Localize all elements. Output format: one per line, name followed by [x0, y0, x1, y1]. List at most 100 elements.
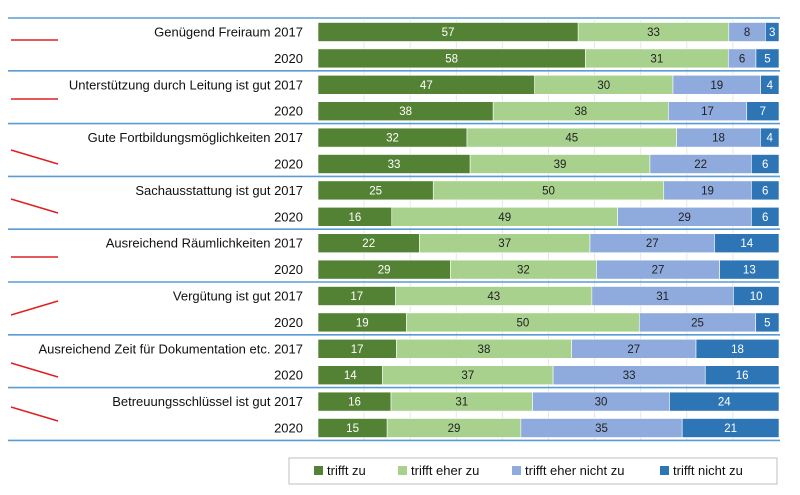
- data-label: 29: [448, 423, 461, 435]
- bar-segment: [704, 365, 780, 386]
- data-label: 19: [710, 80, 723, 92]
- category-label: Ausreichend Räumlichkeiten 2017: [106, 236, 303, 251]
- category-label: 2020: [274, 51, 303, 66]
- data-label: 19: [701, 185, 714, 197]
- data-label: 38: [478, 344, 491, 356]
- data-label: 19: [356, 317, 369, 329]
- bar-segment: [751, 207, 780, 227]
- category-label: Unterstützung durch Leitung ist gut 2017: [69, 77, 303, 92]
- data-label: 29: [378, 265, 391, 277]
- legend-swatch: [398, 466, 407, 475]
- category-label: Gute Fortbildungsmöglichkeiten 2017: [88, 130, 303, 145]
- legend: [288, 457, 778, 485]
- category-label: Ausreichend Zeit für Dokumentation etc. …: [39, 341, 303, 356]
- category-label: Genügend Freiraum 2017: [154, 25, 303, 40]
- data-label: 27: [652, 265, 665, 277]
- data-label: 5: [764, 53, 770, 65]
- bar-segment: [719, 259, 780, 280]
- legend-label: trifft eher zu: [411, 463, 479, 478]
- category-label: 2020: [274, 315, 303, 330]
- category-label: 2020: [274, 104, 303, 119]
- data-label: 30: [595, 397, 608, 409]
- bar-segment: [760, 75, 780, 95]
- bar-segment: [714, 233, 780, 253]
- data-label: 6: [762, 212, 768, 224]
- category-label: 2020: [274, 157, 303, 172]
- data-label: 18: [712, 133, 725, 145]
- data-label: 25: [369, 185, 382, 197]
- data-label: 49: [498, 212, 511, 224]
- data-label: 18: [731, 344, 744, 356]
- data-label: 33: [388, 159, 401, 171]
- data-label: 4: [766, 133, 773, 145]
- bar-segment: [751, 180, 780, 201]
- data-label: 35: [595, 423, 608, 435]
- category-label: 2020: [274, 262, 303, 277]
- data-label: 58: [445, 53, 458, 65]
- data-label: 24: [718, 397, 731, 409]
- data-label: 33: [647, 27, 660, 39]
- category-label: 2020: [274, 421, 303, 436]
- data-label: 4: [767, 80, 774, 92]
- data-label: 50: [542, 185, 555, 197]
- data-label: 14: [740, 238, 753, 250]
- data-label: 3: [769, 27, 775, 39]
- data-label: 57: [442, 27, 455, 39]
- category-label: 2020: [274, 209, 303, 224]
- data-label: 45: [565, 133, 578, 145]
- data-label: 25: [691, 317, 704, 329]
- data-label: 7: [760, 106, 766, 118]
- trend-mark-down: [10, 198, 59, 214]
- data-label: 29: [678, 212, 691, 224]
- data-label: 43: [487, 291, 500, 303]
- legend-swatch: [660, 466, 669, 475]
- bar-segment: [733, 286, 780, 306]
- bar-segment: [765, 22, 780, 42]
- bar-segment: [751, 154, 780, 174]
- legend-label: trifft zu: [327, 463, 366, 478]
- data-label: 32: [517, 265, 530, 277]
- data-label: 38: [574, 106, 587, 118]
- data-label: 50: [516, 317, 529, 329]
- legend-label: trifft nicht zu: [673, 463, 743, 478]
- data-label: 38: [399, 106, 412, 118]
- data-label: 32: [386, 133, 399, 145]
- legend-swatch: [512, 466, 521, 475]
- legend-label: trifft eher nicht zu: [525, 463, 624, 478]
- category-label: Sachausstattung ist gut 2017: [135, 183, 303, 198]
- data-label: 21: [724, 423, 737, 435]
- data-label: 8: [744, 27, 750, 39]
- bar-segment: [669, 391, 780, 412]
- category-label: Vergütung ist gut 2017: [173, 289, 303, 304]
- trend-mark-down: [10, 149, 59, 165]
- category-label: Betreuungsschlüssel ist gut 2017: [112, 394, 303, 409]
- data-label: 37: [498, 238, 511, 250]
- data-label: 5: [764, 317, 770, 329]
- data-label: 30: [597, 80, 610, 92]
- data-label: 6: [762, 159, 768, 171]
- data-label: 17: [350, 291, 363, 303]
- data-label: 22: [362, 238, 375, 250]
- data-label: 33: [623, 370, 636, 382]
- bar-segment: [760, 127, 780, 148]
- trend-mark-down: [10, 362, 59, 378]
- data-label: 10: [750, 291, 763, 303]
- data-label: 14: [344, 370, 357, 382]
- data-label: 27: [646, 238, 659, 250]
- category-label: 2020: [274, 368, 303, 383]
- data-label: 6: [739, 53, 745, 65]
- bar-segment: [755, 312, 780, 333]
- data-label: 6: [762, 185, 768, 197]
- data-label: 37: [461, 370, 474, 382]
- data-label: 22: [694, 159, 707, 171]
- trend-mark-down: [10, 406, 59, 422]
- bar-segment: [746, 101, 780, 121]
- data-label: 31: [455, 397, 468, 409]
- legend-swatch: [314, 466, 323, 475]
- data-label: 15: [346, 423, 359, 435]
- data-label: 16: [348, 397, 361, 409]
- data-label: 47: [420, 80, 433, 92]
- data-label: 17: [351, 344, 364, 356]
